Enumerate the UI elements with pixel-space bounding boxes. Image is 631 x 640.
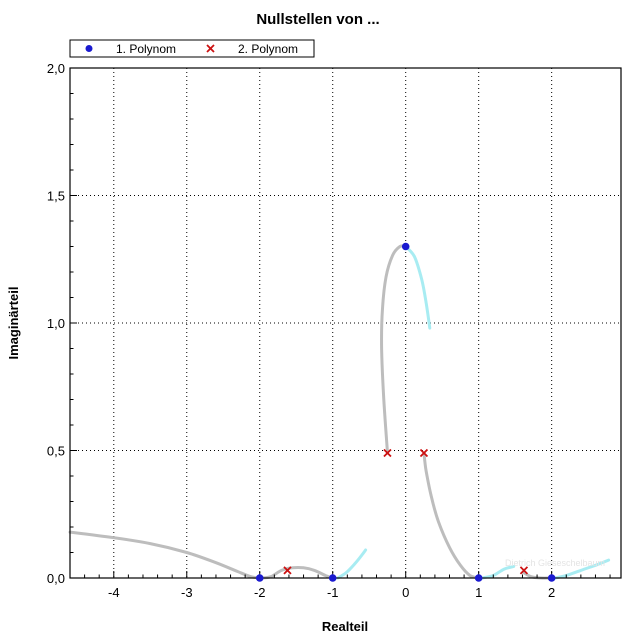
zero-point-polynom-2 <box>283 566 292 575</box>
zero-point-polynom-1 <box>474 574 483 582</box>
legend-box <box>69 39 315 58</box>
legend-entry-polynom-2: 2. Polynom <box>238 42 298 56</box>
y-tick-label: 1,5 <box>47 189 65 204</box>
legend: 1. Polynom 2. Polynom <box>69 39 315 58</box>
x-tick-label: 1 <box>475 585 482 600</box>
y-tick-label: 0,0 <box>47 571 65 586</box>
root-locus-cyan-branch <box>404 245 432 330</box>
zero-point-polynom-1 <box>255 574 264 582</box>
y-axis-label: Imaginärteil <box>6 287 21 360</box>
grid-lines <box>70 68 621 578</box>
x-marker-stroke <box>383 448 392 458</box>
y-tick-label: 2,0 <box>47 61 65 76</box>
y-tick-labels: 0,0 0,5 1,0 1,5 2,0 <box>47 61 65 586</box>
zero-point-polynom-1 <box>547 574 556 582</box>
y-tick-label: 1,0 <box>47 316 65 331</box>
chart-title: Nullstellen von ... <box>256 11 379 28</box>
zero-point-polynom-1 <box>328 574 337 582</box>
root-locus-curves <box>68 244 611 580</box>
x-tick-label: -3 <box>181 585 193 600</box>
zero-point-polynom-2 <box>419 448 429 458</box>
root-locus-gray-branch <box>68 530 262 580</box>
x-marker-stroke <box>283 566 292 575</box>
root-locus-gray-branch <box>380 244 408 455</box>
root-locus-cyan-branch <box>553 558 611 580</box>
x-tick-label: 2 <box>548 585 555 600</box>
x-tick-labels: -4 -3 -2 -1 0 1 2 <box>108 585 555 600</box>
x-tick-label: 0 <box>402 585 409 600</box>
root-locus-gray-branch <box>259 566 335 580</box>
x-marker-stroke <box>519 566 529 575</box>
watermark-signature: Dietrich Gieseschelbaum <box>505 558 605 568</box>
x-axis-label: Realteil <box>322 619 368 634</box>
x-tick-label: -1 <box>327 585 339 600</box>
x-tick-label: -4 <box>108 585 120 600</box>
zero-point-polynom-2 <box>383 448 392 458</box>
root-locus-gray-branch <box>422 451 481 580</box>
root-locus-cyan-branch <box>336 548 368 580</box>
root-locus-cyan-branch <box>480 565 516 580</box>
legend-circle-marker <box>85 45 93 52</box>
legend-x-marker <box>206 44 215 53</box>
zero-point-polynom-2 <box>519 566 529 575</box>
x-tick-label: -2 <box>254 585 266 600</box>
legend-entry-polynom-1: 1. Polynom <box>116 42 176 56</box>
x-marker-stroke <box>419 448 429 458</box>
zero-markers <box>255 242 556 582</box>
zero-point-polynom-1 <box>401 242 410 251</box>
y-tick-label: 0,5 <box>47 444 65 459</box>
